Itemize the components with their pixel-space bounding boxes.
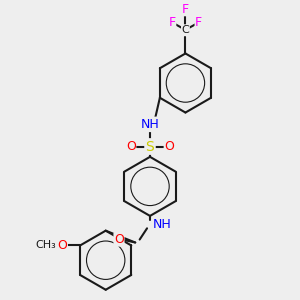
Text: O: O (114, 233, 124, 246)
Text: F: F (182, 3, 189, 16)
Text: O: O (126, 140, 136, 153)
Text: O: O (58, 239, 67, 252)
Text: F: F (195, 16, 202, 29)
Text: F: F (169, 16, 176, 29)
Text: CH₃: CH₃ (36, 240, 56, 250)
Text: C: C (182, 25, 189, 35)
Text: NH: NH (153, 218, 172, 231)
Text: O: O (164, 140, 174, 153)
Text: NH: NH (141, 118, 159, 131)
Text: S: S (146, 140, 154, 154)
